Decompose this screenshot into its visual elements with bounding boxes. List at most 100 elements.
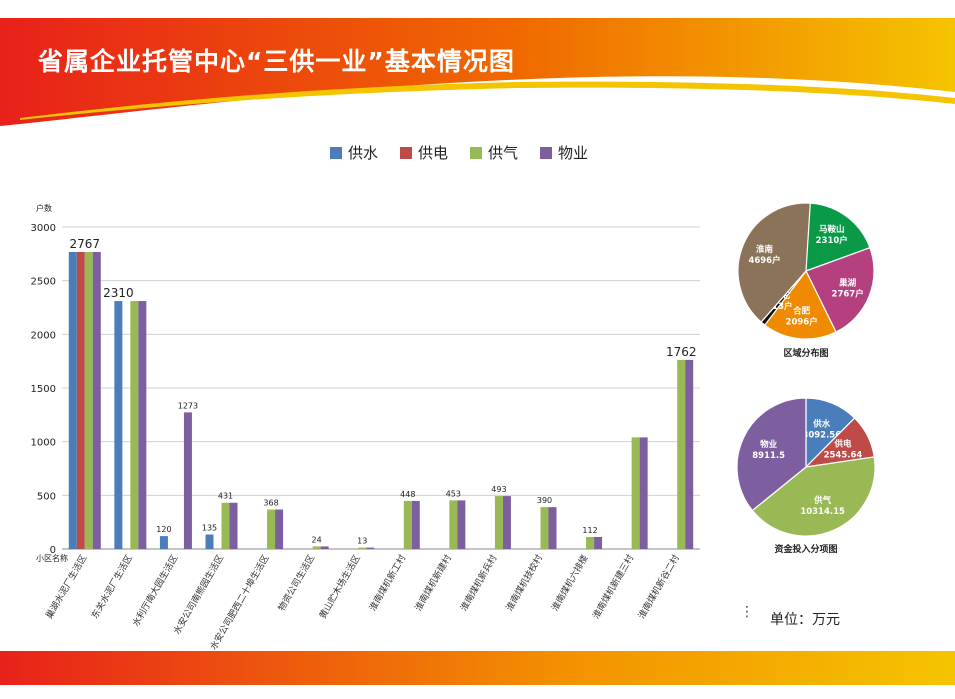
y-tick-label: 1500 <box>31 384 56 395</box>
legend-label: 物业 <box>558 144 589 162</box>
bar <box>366 547 375 549</box>
y-tick-label: 3000 <box>31 223 56 234</box>
slice-value: 2096户 <box>786 317 818 328</box>
legend-label: 供气 <box>488 144 519 162</box>
data-label: 2767 <box>70 237 101 251</box>
bar <box>92 252 101 549</box>
pie-title: 资金投入分项图 <box>774 543 837 555</box>
legend-swatch <box>330 146 342 159</box>
bar <box>540 507 549 549</box>
slice-value: 2545.64 <box>824 450 863 460</box>
bar <box>320 546 329 549</box>
pie-slice <box>805 202 871 272</box>
pie-title: 区域分布图 <box>783 347 828 359</box>
data-label: 1762 <box>666 345 697 359</box>
y-tick-label: 0 <box>50 545 56 556</box>
bar <box>205 534 214 549</box>
legend-swatch <box>470 146 483 159</box>
data-label: 135 <box>202 524 217 533</box>
slice-value: 4696户 <box>748 255 780 266</box>
legend-item-power: 供电 <box>400 142 448 163</box>
bar <box>358 547 367 549</box>
bar <box>84 252 93 549</box>
slice-value: 10314.15 <box>800 507 845 517</box>
bar <box>639 437 648 549</box>
slice-value: 2767户 <box>832 289 864 300</box>
bar <box>76 252 85 549</box>
data-label: 2310 <box>103 286 134 300</box>
data-label: 112 <box>582 526 597 535</box>
data-label: 120 <box>156 525 171 534</box>
unit-marker: ⋮ <box>740 604 754 620</box>
bar <box>229 502 238 549</box>
bar <box>502 496 511 549</box>
bar <box>586 536 595 549</box>
bar <box>594 536 603 549</box>
bar <box>411 500 420 549</box>
bar <box>159 536 168 549</box>
bar <box>494 496 503 549</box>
y-tick-label: 2500 <box>31 277 56 288</box>
slice-label: 物业 <box>760 439 778 450</box>
slice-label: 合肥 <box>792 306 811 317</box>
bar <box>130 301 139 549</box>
slice-label: 马鞍山 <box>819 224 845 235</box>
y-tick-label: 2000 <box>31 330 56 341</box>
slice-label: 供电 <box>833 438 852 449</box>
legend-swatch <box>400 146 413 159</box>
unit-label: 单位：万元 <box>770 612 840 628</box>
bar <box>138 301 147 549</box>
legend-item-water: 供水 <box>330 142 378 163</box>
data-label: 13 <box>357 537 367 546</box>
slice-label: 巢湖 <box>838 278 857 289</box>
bar <box>221 502 230 549</box>
bar <box>114 301 123 549</box>
bar <box>449 500 458 549</box>
y-axis-label: 户数 <box>36 203 52 213</box>
legend-item-property: 物业 <box>540 142 588 163</box>
pie-slice <box>805 246 875 333</box>
pie-slice <box>751 456 876 537</box>
data-label: 390 <box>537 496 552 505</box>
pie-slice <box>737 202 811 323</box>
page-title: 省属企业托管中心“三供一业”基本情况图 <box>38 47 515 76</box>
pie-chart: 马鞍山2310户巢湖2767户合肥2096户其它13户淮南4696户 <box>737 202 875 340</box>
pie-slice <box>736 397 807 512</box>
data-label: 24 <box>312 535 322 544</box>
footer-banner <box>0 651 955 685</box>
legend-swatch <box>540 146 553 159</box>
bar <box>631 437 640 549</box>
slice-label: 供气 <box>813 495 832 506</box>
data-label: 448 <box>400 490 415 499</box>
slice-value: 3092.56 <box>802 431 841 441</box>
bar <box>457 500 466 549</box>
bar <box>312 546 321 549</box>
bar <box>68 252 77 549</box>
legend-item-gas: 供气 <box>470 142 518 163</box>
slice-value: 13户 <box>772 301 792 312</box>
bar <box>403 500 412 549</box>
bar <box>677 359 686 549</box>
data-label: 368 <box>263 499 278 508</box>
legend-label: 供水 <box>348 144 379 162</box>
slice-value: 8911.5 <box>752 451 785 461</box>
bar <box>183 412 192 549</box>
y-tick-label: 500 <box>37 491 56 502</box>
bar <box>685 359 694 549</box>
x-axis-label: 小区名称 <box>36 553 68 563</box>
slice-label: 淮南 <box>756 244 774 255</box>
data-label: 1273 <box>178 401 198 410</box>
slice-label: 供水 <box>812 419 831 430</box>
chart-legend: 供水 供电 供气 物业 <box>330 142 588 163</box>
bar <box>267 509 276 549</box>
data-label: 453 <box>446 489 461 498</box>
y-tick-label: 1000 <box>31 438 56 449</box>
legend-label: 供电 <box>418 144 449 162</box>
header-banner <box>0 18 955 126</box>
slice-value: 2310户 <box>816 235 848 246</box>
bar <box>548 507 557 549</box>
data-label: 431 <box>218 492 233 501</box>
